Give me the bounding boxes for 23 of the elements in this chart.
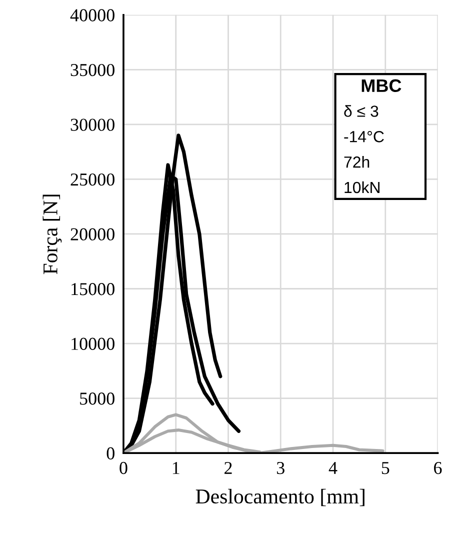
y-tick-label: 40000 xyxy=(70,9,114,22)
annotation: δ ≤ 3 xyxy=(344,105,378,117)
x-tick-label: 3 xyxy=(276,462,284,474)
y-axis-title: Força [N] xyxy=(42,194,62,274)
y-tick-label: 25000 xyxy=(70,173,114,186)
y-tick-label: 0 xyxy=(106,447,114,460)
x-tick-label: 6 xyxy=(434,462,442,474)
annotation: 72h xyxy=(344,156,370,168)
x-axis-title: Deslocamento [mm] xyxy=(196,488,364,506)
y-tick-label: 10000 xyxy=(72,338,114,350)
annotation: -14°C xyxy=(344,131,384,142)
y-tick-label: 35000 xyxy=(70,64,114,76)
y-tick-label: 30000 xyxy=(70,118,114,131)
x-tick-label: 2 xyxy=(224,462,232,474)
x-tick-label: 1 xyxy=(172,462,180,474)
y-tick-label: 20000 xyxy=(70,228,114,240)
x-tick-label: 5 xyxy=(382,462,390,474)
annotation: 10kN xyxy=(344,181,380,194)
y-tick-label: 15000 xyxy=(72,283,114,296)
y-tick-label: 5000 xyxy=(80,392,114,405)
annotation: MBC xyxy=(362,79,402,92)
x-tick-label: 4 xyxy=(328,462,338,474)
x-tick-label: 0 xyxy=(120,462,128,474)
